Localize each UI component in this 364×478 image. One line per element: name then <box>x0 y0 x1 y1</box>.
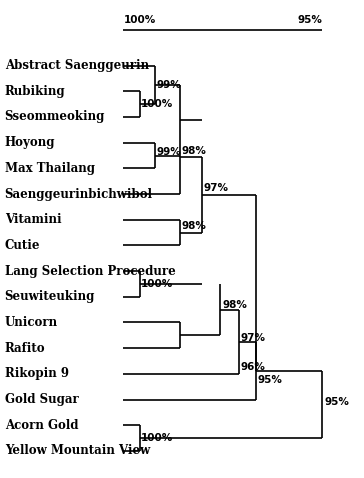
Text: 99%: 99% <box>157 147 182 157</box>
Text: 97%: 97% <box>204 184 229 194</box>
Text: Vitamini: Vitamini <box>5 213 62 226</box>
Text: Rubiking: Rubiking <box>5 85 66 98</box>
Text: Max Thailang: Max Thailang <box>5 162 95 175</box>
Text: 100%: 100% <box>123 14 156 24</box>
Text: 100%: 100% <box>141 433 173 443</box>
Text: 100%: 100% <box>141 99 173 109</box>
Text: Saenggeurinbichwibol: Saenggeurinbichwibol <box>5 187 153 201</box>
Text: 96%: 96% <box>241 362 265 372</box>
Text: Cutie: Cutie <box>5 239 40 252</box>
Text: Unicorn: Unicorn <box>5 316 58 329</box>
Text: 95%: 95% <box>298 14 323 24</box>
Text: Rafito: Rafito <box>5 342 46 355</box>
Text: 99%: 99% <box>157 80 182 90</box>
Text: Acorn Gold: Acorn Gold <box>5 419 78 432</box>
Text: Hoyong: Hoyong <box>5 136 55 149</box>
Text: 98%: 98% <box>182 221 207 231</box>
Text: 97%: 97% <box>241 333 265 343</box>
Text: Yellow Mountain View: Yellow Mountain View <box>5 445 150 457</box>
Text: Gold Sugar: Gold Sugar <box>5 393 79 406</box>
Text: 98%: 98% <box>182 146 207 156</box>
Text: Sseommeoking: Sseommeoking <box>5 110 105 123</box>
Text: Lang Selection Procedure: Lang Selection Procedure <box>5 265 175 278</box>
Text: 95%: 95% <box>257 375 282 385</box>
Text: 98%: 98% <box>222 300 247 309</box>
Text: Abstract Saenggeurin: Abstract Saenggeurin <box>5 59 149 72</box>
Text: Rikopin 9: Rikopin 9 <box>5 368 69 380</box>
Text: 95%: 95% <box>324 397 349 407</box>
Text: 100%: 100% <box>141 279 173 289</box>
Text: Seuwiteuking: Seuwiteuking <box>5 290 95 304</box>
